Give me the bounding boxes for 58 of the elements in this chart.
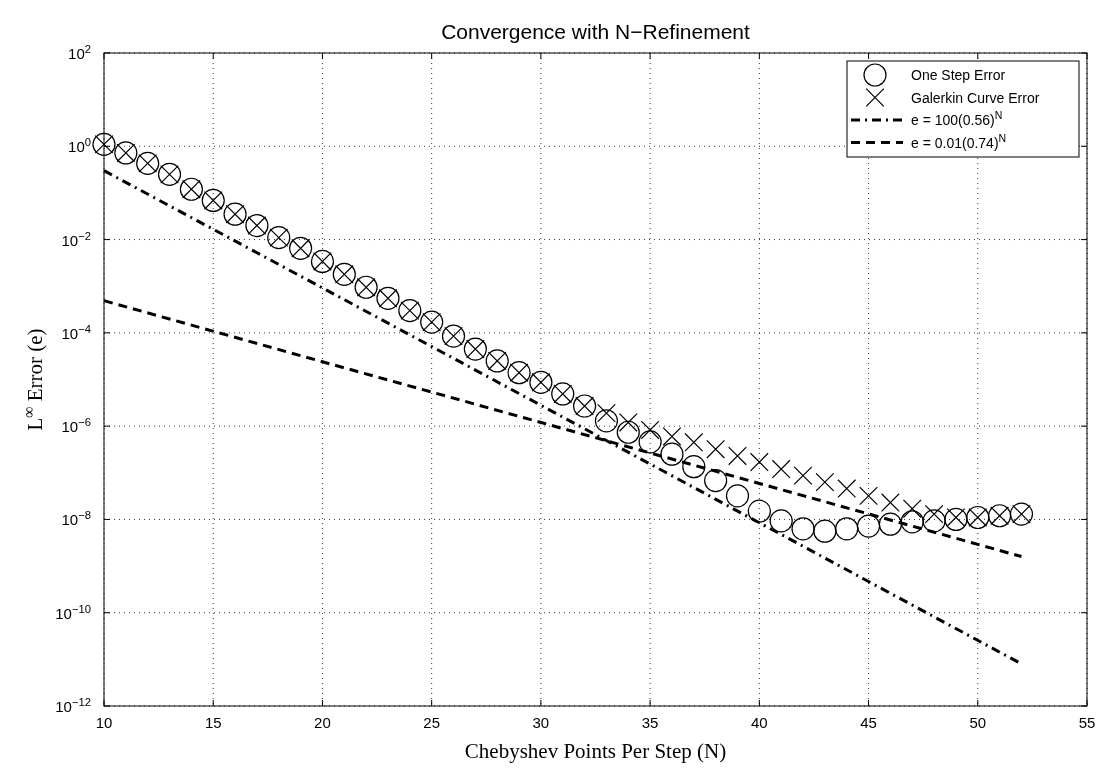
y-tick-label: 10$^{−10}$	[55, 602, 91, 622]
point	[813, 519, 837, 543]
point	[597, 403, 616, 423]
x-tick-label: 40	[750, 714, 768, 731]
point	[769, 509, 793, 533]
chart-title: Convergence with N−Refinement	[441, 20, 751, 43]
y-tick-label: 10$^{−6}$	[61, 416, 91, 436]
point	[856, 514, 881, 538]
point	[662, 427, 682, 446]
y-tick-label: 10$^{−4}$	[61, 322, 91, 342]
x-tick-label: 35	[641, 714, 659, 731]
point	[946, 508, 966, 527]
y-tick-label: 10$^{2}$	[68, 43, 91, 62]
y-tick-label: 10$^{−2}$	[61, 229, 91, 249]
point	[924, 504, 944, 524]
point	[618, 413, 638, 432]
legend-label: e = 0.01(0.74)$^{N}$	[911, 131, 1007, 151]
point	[704, 469, 728, 493]
point	[835, 517, 859, 541]
point	[660, 442, 684, 466]
point	[815, 472, 835, 492]
point	[791, 517, 815, 541]
point	[616, 420, 640, 444]
point	[900, 510, 924, 534]
y-tick-label: 10$^{0}$	[68, 136, 91, 156]
y-tick-label: 10$^{−8}$	[61, 509, 91, 529]
point	[684, 432, 704, 452]
legend-label: Galerkin Curve Error	[911, 89, 1040, 106]
point	[725, 484, 750, 508]
x-tick-label: 50	[969, 714, 987, 731]
legend-label: e = 100(0.56)$^{N}$	[911, 109, 1003, 128]
point	[749, 452, 769, 472]
x-tick-label: 20	[314, 714, 331, 731]
point	[793, 466, 813, 486]
point	[706, 439, 726, 459]
point	[837, 479, 857, 498]
point	[881, 493, 900, 512]
point	[944, 507, 968, 532]
x-tick-label: 25	[423, 714, 441, 731]
point	[922, 509, 946, 533]
x-tick-label: 55	[1078, 714, 1096, 731]
x-tick-label: 15	[204, 714, 222, 731]
x-tick-label: 10	[95, 714, 113, 731]
x-tick-label: 45	[860, 714, 877, 731]
x-tick-label: 30	[532, 714, 550, 731]
point	[902, 499, 922, 519]
point	[594, 409, 619, 433]
point	[859, 486, 878, 506]
point	[728, 446, 747, 466]
y-tick-label: 10$^{−12}$	[55, 696, 91, 715]
point	[638, 430, 662, 454]
point	[878, 512, 902, 536]
point	[640, 420, 660, 440]
point	[747, 499, 771, 523]
x-axis-title: Chebyshev Points Per Step (N)	[464, 739, 727, 763]
legend-label: One Step Error	[911, 67, 1006, 83]
point	[682, 455, 706, 479]
point	[771, 459, 791, 479]
